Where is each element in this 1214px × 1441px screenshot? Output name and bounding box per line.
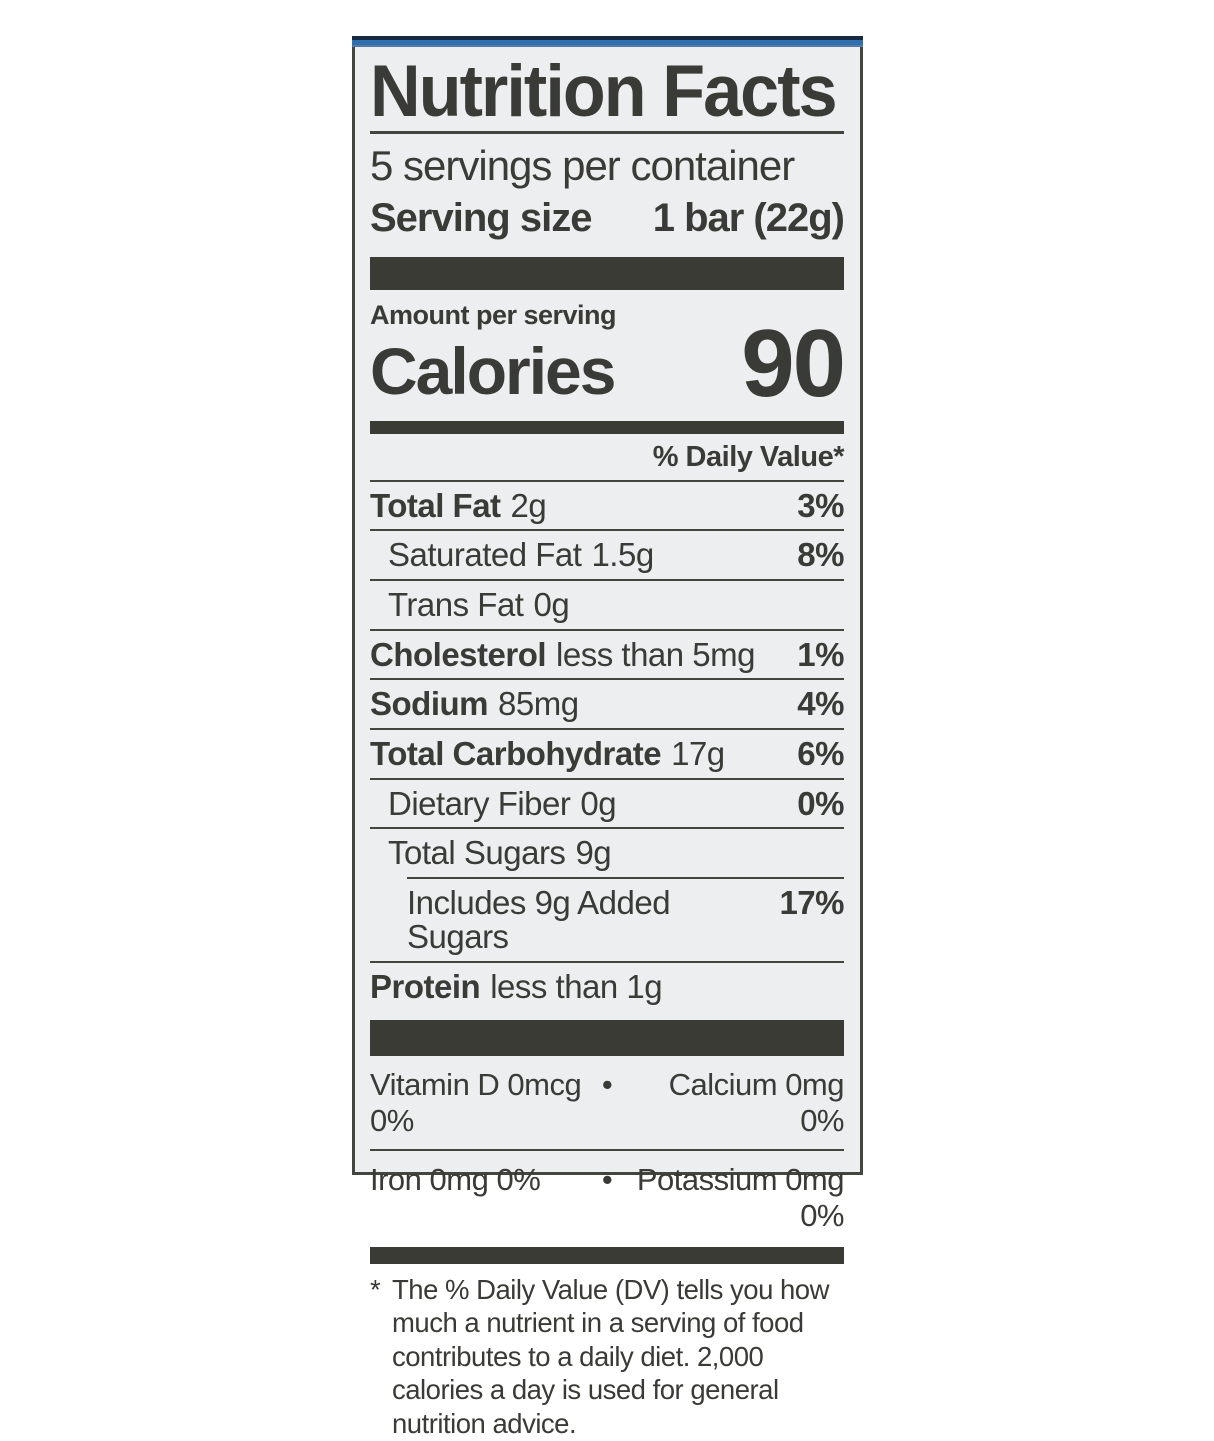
serving-size-label: Serving size xyxy=(370,196,592,240)
medium-divider-bar xyxy=(370,420,844,434)
amount-per-serving-label: Amount per serving xyxy=(370,300,617,330)
nutrient-dv: 6% xyxy=(797,734,844,772)
thick-divider-bar xyxy=(370,257,844,290)
thick-divider-bar xyxy=(370,1019,844,1056)
medium-divider-bar xyxy=(370,1246,844,1264)
daily-value-header: % Daily Value* xyxy=(652,440,845,473)
micronutrient-right: Calcium 0mg 0% xyxy=(668,1066,845,1138)
micronutrient-row-2: Iron 0mg 0% • Potassium 0mg 0% xyxy=(370,1148,845,1244)
nutrient-dv: 8% xyxy=(797,536,844,574)
nutrient-name: Sodium xyxy=(370,685,489,723)
nutrient-dv: 1% xyxy=(797,635,844,673)
bullet-separator: • xyxy=(601,1161,613,1197)
title-divider xyxy=(370,131,844,135)
nutrient-row-total-fat: Total Fat 2g 3% xyxy=(370,479,844,530)
nutrient-amount: 9g xyxy=(575,834,612,872)
nutrient-name: Total Carbohydrate xyxy=(370,734,662,772)
page: { "label": { "title": "Nutrition Facts",… xyxy=(352,36,863,1439)
micronutrient-right: Potassium 0mg 0% xyxy=(636,1161,845,1233)
nutrient-amount: 0g xyxy=(580,784,617,822)
serving-size-value: 1 bar (22g) xyxy=(652,196,845,240)
servings-per-container: 5 servings per container xyxy=(370,142,795,190)
package-accent-strip xyxy=(352,36,863,47)
nutrition-label: Nutrition Facts 5 servings per container… xyxy=(352,36,863,1439)
nutrient-dv: 0% xyxy=(797,784,844,822)
nutrient-amount: less than 5mg xyxy=(556,635,755,673)
nutrient-dv: 3% xyxy=(797,486,844,524)
nutrient-amount: 0g xyxy=(533,586,570,623)
nutrient-amount: 1.5g xyxy=(591,536,654,574)
footnote-asterisk: * xyxy=(370,1273,381,1305)
nutrient-row-cholesterol: Cholesterol less than 5mg 1% xyxy=(370,628,844,679)
nutrient-amount: 17g xyxy=(671,734,725,772)
nutrient-row-protein: Protein less than 1g xyxy=(370,961,844,1011)
calories-row: Calories 90 xyxy=(370,310,846,417)
nutrition-facts-panel: Nutrition Facts 5 servings per container… xyxy=(352,47,863,1439)
nutrient-dv: 4% xyxy=(797,685,844,723)
nutrient-name: Dietary Fiber xyxy=(388,784,571,822)
nutrient-row-saturated-fat: Saturated Fat 1.5g 8% xyxy=(370,529,844,579)
nutrient-name: Total Fat xyxy=(370,486,501,524)
nutrient-row-total-carbohydrate: Total Carbohydrate 17g 6% xyxy=(370,727,844,778)
nutrient-dv: 17% xyxy=(779,883,844,921)
micronutrient-row-1: Vitamin D 0mcg 0% • Calcium 0mg 0% xyxy=(370,1056,845,1149)
micronutrient-left: Vitamin D 0mcg 0% xyxy=(370,1066,582,1138)
nutrient-row-total-sugars: Total Sugars 9g xyxy=(370,827,844,877)
calories-label: Calories xyxy=(370,333,616,408)
nutrient-amount: 85mg xyxy=(498,685,579,723)
nutrient-row-trans-fat: Trans Fat 0g xyxy=(370,579,844,629)
nutrient-amount: 2g xyxy=(510,486,547,524)
serving-size-row: Serving size 1 bar (22g) xyxy=(370,196,845,241)
footnote-text: The % Daily Value (DV) tells you how muc… xyxy=(392,1273,829,1439)
bullet-separator: • xyxy=(601,1066,613,1102)
nutrient-name: Saturated Fat xyxy=(388,536,582,574)
nutrient-name: Total Sugars xyxy=(388,834,566,872)
nutrient-rows: Total Fat 2g 3% Saturated Fat 1.5g 8% Tr… xyxy=(370,479,844,1011)
nutrient-row-added-sugars: Includes 9g Added Sugars 17% xyxy=(407,876,844,961)
nutrient-name: Protein xyxy=(370,968,481,1006)
nutrient-row-sodium: Sodium 85mg 4% xyxy=(370,678,844,728)
micronutrient-left: Iron 0mg 0% xyxy=(370,1161,541,1197)
calories-value: 90 xyxy=(741,310,846,417)
nutrient-name: Includes 9g Added Sugars xyxy=(407,883,671,956)
nutrient-row-dietary-fiber: Dietary Fiber 0g 0% xyxy=(370,777,844,828)
label-title: Nutrition Facts xyxy=(370,51,838,132)
micronutrient-rows: Vitamin D 0mcg 0% • Calcium 0mg 0% Iron … xyxy=(370,1056,845,1244)
nutrient-name: Cholesterol xyxy=(370,635,547,673)
nutrient-amount: less than 1g xyxy=(490,968,663,1006)
daily-value-footnote: * The % Daily Value (DV) tells you how m… xyxy=(370,1273,844,1441)
nutrient-name: Trans Fat xyxy=(388,586,524,623)
